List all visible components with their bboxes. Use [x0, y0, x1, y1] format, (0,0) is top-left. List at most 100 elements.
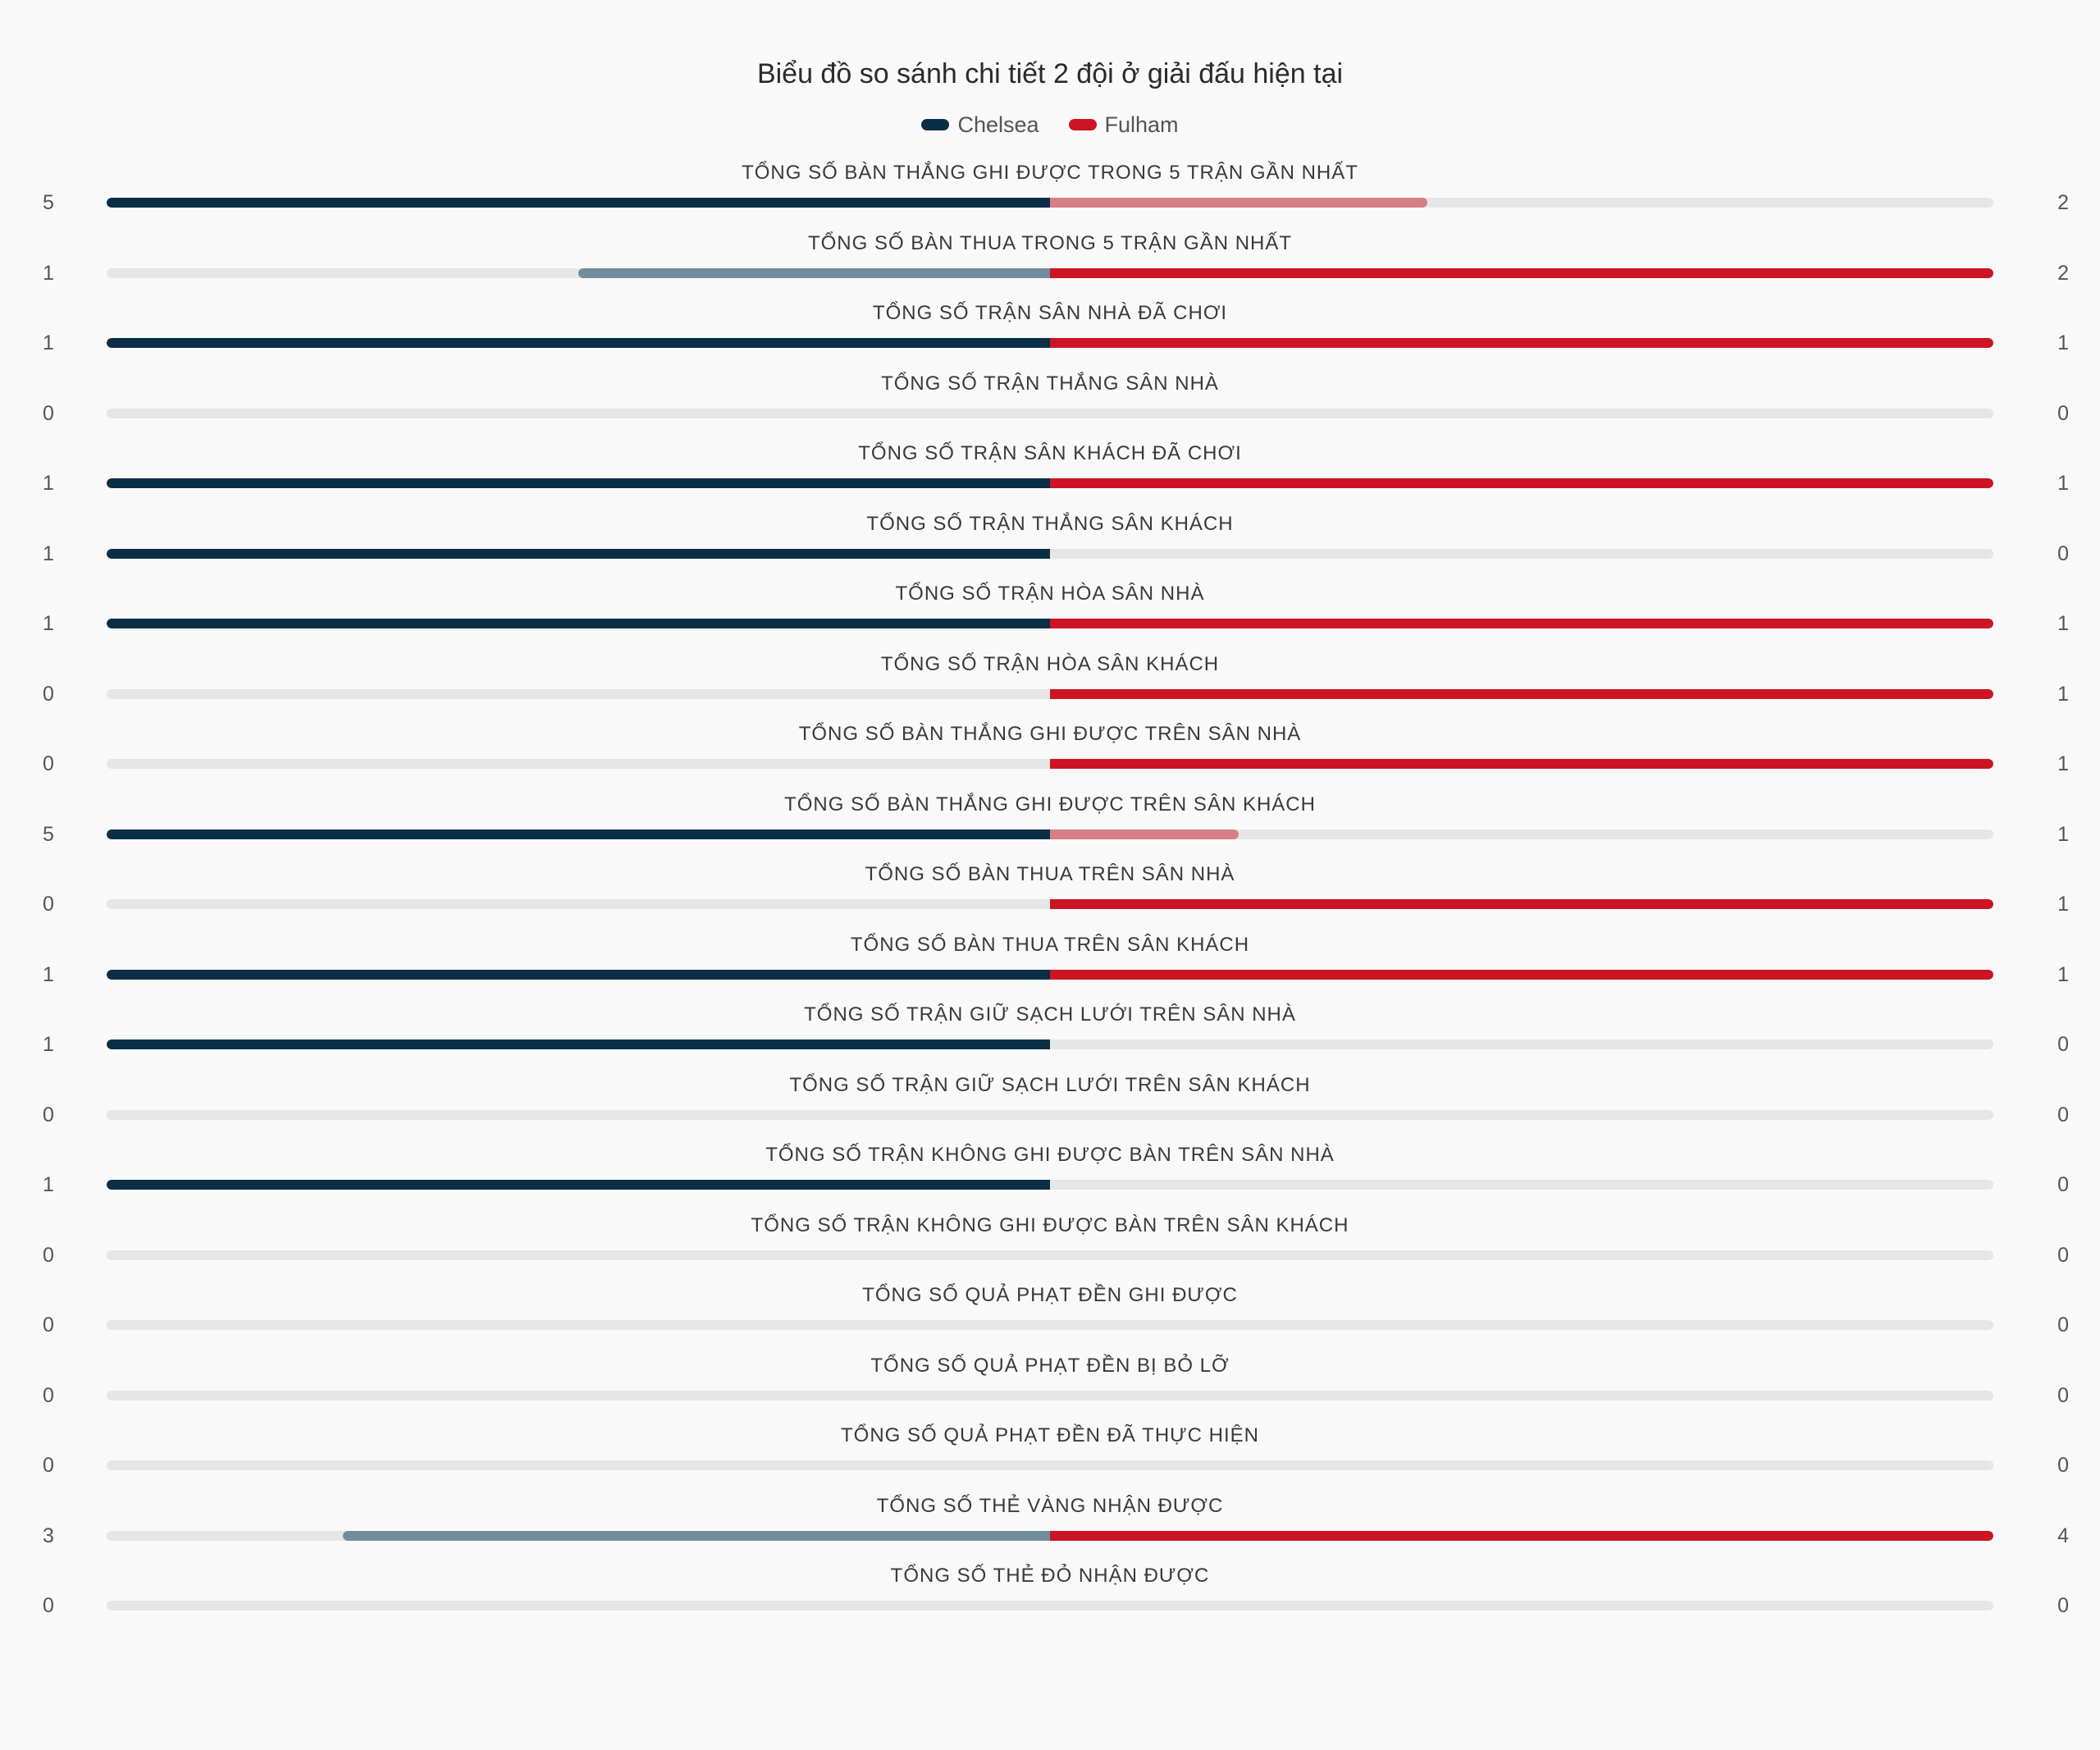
right-value-label: 1 [2057, 822, 2069, 846]
bar-fulham[interactable] [1050, 759, 1993, 769]
right-value-label: 2 [2057, 191, 2069, 214]
legend-label-fulham: Fulham [1104, 112, 1179, 137]
row-label: TỔNG SỐ TRẬN GIỮ SẠCH LƯỚI TRÊN SÂN NHÀ [804, 1003, 1296, 1026]
bar-chelsea[interactable] [107, 198, 1050, 208]
right-value-label: 0 [2057, 1173, 2069, 1196]
comparison-row: TỔNG SỐ THẺ VÀNG NHẬN ĐƯỢC 3 4 [0, 1483, 2100, 1554]
row-label: TỔNG SỐ THẺ ĐỎ NHẬN ĐƯỢC [890, 1565, 1210, 1587]
bar-chelsea[interactable] [107, 969, 1050, 980]
legend-item-fulham[interactable]: Fulham [1068, 108, 1179, 141]
left-value-label: 0 [43, 1454, 54, 1477]
left-value-label: 0 [43, 401, 54, 425]
left-value-label: 0 [43, 893, 54, 916]
bar-fulham[interactable] [1050, 267, 1993, 278]
right-value-label: 1 [2057, 962, 2069, 986]
bar-track [107, 338, 1993, 348]
right-value-label: 0 [2057, 401, 2069, 425]
comparison-rows: TỔNG SỐ BÀN THẮNG GHI ĐƯỢC TRONG 5 TRẬN … [0, 150, 2100, 1624]
left-value-label: 0 [43, 1314, 54, 1336]
bar-chelsea[interactable] [107, 829, 1050, 839]
bar-fulham[interactable] [1050, 899, 1993, 909]
left-value-label: 5 [43, 191, 54, 214]
bar-track [107, 1530, 1993, 1541]
comparison-row: TỔNG SỐ TRẬN GIỮ SẠCH LƯỚI TRÊN SÂN KHÁC… [0, 1062, 2100, 1133]
legend: Chelsea Fulham [0, 108, 2100, 141]
comparison-row: TỔNG SỐ QUẢ PHẠT ĐỀN GHI ĐƯỢC 0 0 [0, 1273, 2100, 1343]
right-value-label: 0 [2057, 1033, 2069, 1056]
left-value-label: 1 [43, 261, 54, 285]
right-value-label: 0 [2057, 1454, 2069, 1477]
comparison-row: TỔNG SỐ BÀN THẮNG GHI ĐƯỢC TRÊN SÂN KHÁC… [0, 782, 2100, 852]
left-value-label: 1 [43, 612, 54, 635]
row-label: TỔNG SỐ TRẬN THẮNG SÂN NHÀ [881, 372, 1219, 395]
right-value-label: 1 [2057, 893, 2069, 916]
left-value-label: 0 [43, 1383, 54, 1407]
comparison-row: TỔNG SỐ TRẬN KHÔNG GHI ĐƯỢC BÀN TRÊN SÂN… [0, 1132, 2100, 1203]
row-label: TỔNG SỐ TRẬN KHÔNG GHI ĐƯỢC BÀN TRÊN SÂN… [751, 1213, 1349, 1236]
comparison-row: TỔNG SỐ BÀN THUA TRONG 5 TRẬN GẦN NHẤT 1 2 [0, 221, 2100, 291]
left-value-label: 0 [43, 1243, 54, 1267]
left-value-label: 0 [43, 682, 54, 706]
bar-chelsea[interactable] [578, 267, 1050, 278]
comparison-row: TỔNG SỐ TRẬN THẮNG SÂN KHÁCH 1 0 [0, 501, 2100, 572]
bar-fulham[interactable] [1050, 688, 1993, 699]
bar-track [107, 548, 1993, 559]
bar-chelsea[interactable] [107, 619, 1050, 628]
right-value-label: 1 [2057, 612, 2069, 635]
bar-track [107, 1390, 1993, 1400]
bar-chelsea[interactable] [107, 478, 1050, 488]
bar-fulham[interactable] [1050, 969, 1993, 980]
comparison-row: TỔNG SỐ TRẬN HÒA SÂN NHÀ 1 1 [0, 571, 2100, 642]
comparison-row: TỔNG SỐ TRẬN THẮNG SÂN NHÀ 0 0 [0, 361, 2100, 432]
bar-track [107, 829, 1993, 839]
left-value-label: 3 [43, 1524, 54, 1547]
right-value-label: 0 [2057, 1594, 2069, 1617]
left-value-label: 5 [43, 822, 54, 846]
bar-chelsea[interactable] [107, 1039, 1050, 1049]
bar-fulham[interactable] [1050, 198, 1427, 208]
bar-track [107, 478, 1993, 488]
bar-fulham[interactable] [1050, 619, 1993, 628]
row-label: TỔNG SỐ TRẬN KHÔNG GHI ĐƯỢC BÀN TRÊN SÂN… [765, 1144, 1335, 1166]
bar-chelsea[interactable] [342, 1530, 1050, 1541]
comparison-row: TỔNG SỐ BÀN THẮNG GHI ĐƯỢC TRÊN SÂN NHÀ 0… [0, 711, 2100, 782]
legend-item-chelsea[interactable]: Chelsea [921, 108, 1039, 141]
right-value-label: 0 [2057, 1314, 2069, 1336]
left-value-label: 0 [43, 1594, 54, 1617]
bar-chelsea[interactable] [107, 1180, 1050, 1190]
comparison-row: TỔNG SỐ TRẬN SÂN KHÁCH ĐÃ CHƠI 1 1 [0, 431, 2100, 501]
bar-track [107, 198, 1993, 208]
bar-track [107, 899, 1993, 909]
row-label: TỔNG SỐ TRẬN SÂN NHÀ ĐÃ CHƠI [872, 302, 1228, 324]
left-value-label: 1 [43, 1033, 54, 1056]
bar-chelsea[interactable] [107, 338, 1050, 348]
row-label: TỔNG SỐ TRẬN THẮNG SÂN KHÁCH [866, 512, 1234, 535]
right-value-label: 1 [2057, 682, 2069, 706]
chart-title: Biểu đồ so sánh chi tiết 2 đội ở giải đấ… [756, 58, 1344, 89]
bar-fulham[interactable] [1050, 829, 1239, 839]
comparison-row: TỔNG SỐ BÀN THẮNG GHI ĐƯỢC TRONG 5 TRẬN … [0, 150, 2100, 221]
comparison-row: TỔNG SỐ TRẬN SÂN NHÀ ĐÃ CHƠI 1 1 [0, 290, 2100, 361]
bar-track [107, 408, 1993, 418]
bar-chelsea[interactable] [107, 548, 1050, 559]
bar-fulham[interactable] [1050, 338, 1993, 348]
row-label: TỔNG SỐ THẺ VÀNG NHẬN ĐƯỢC [876, 1494, 1224, 1517]
bar-fulham[interactable] [1050, 478, 1993, 488]
row-label: TỔNG SỐ BÀN THẮNG GHI ĐƯỢC TRÊN SÂN KHÁC… [784, 793, 1316, 816]
comparison-row: TỔNG SỐ QUẢ PHẠT ĐỀN ĐÃ THỰC HIỆN 0 0 [0, 1413, 2100, 1483]
comparison-row: TỔNG SỐ TRẬN HÒA SÂN KHÁCH 0 1 [0, 642, 2100, 712]
legend-swatch-fulham [1068, 119, 1097, 130]
bar-track [107, 969, 1993, 980]
row-label: TỔNG SỐ QUẢ PHẠT ĐỀN BỊ BỎ LỠ [870, 1354, 1230, 1377]
legend-swatch-chelsea [921, 119, 950, 130]
right-value-label: 0 [2057, 1103, 2069, 1126]
right-value-label: 2 [2057, 261, 2069, 285]
bar-track [107, 1109, 1993, 1120]
row-label: TỔNG SỐ QUẢ PHẠT ĐỀN ĐÃ THỰC HIỆN [841, 1424, 1259, 1446]
bar-track [107, 1601, 1993, 1611]
left-value-label: 1 [43, 1173, 54, 1196]
bar-fulham[interactable] [1050, 1530, 1993, 1541]
comparison-row: TỔNG SỐ TRẬN GIỮ SẠCH LƯỚI TRÊN SÂN NHÀ 1… [0, 992, 2100, 1062]
right-value-label: 4 [2057, 1524, 2069, 1547]
